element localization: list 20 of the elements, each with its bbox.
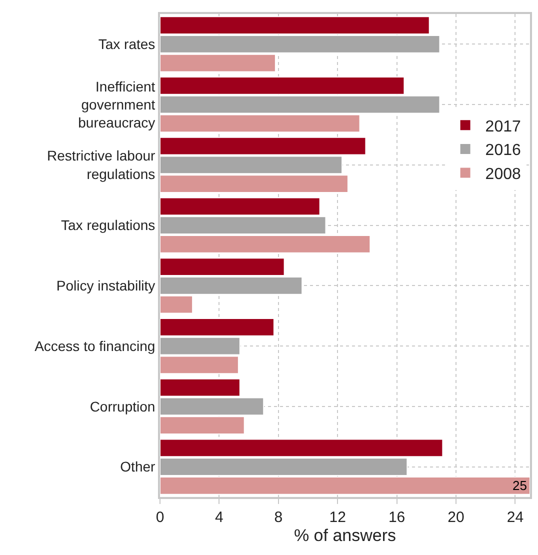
x-tick-label: 16 [388,509,406,526]
x-tick-label: 12 [329,509,346,526]
data-label: 25 [512,478,527,494]
y-tick-label: Access to financing [34,338,156,354]
y-tick-label: Other [120,458,156,475]
legend-label: 2008 [485,166,521,183]
x-tick-label: 24 [506,509,524,526]
x-tick-label: 20 [448,509,464,526]
y-tick-label: Restrictive labour regulations [47,148,156,182]
x-tick-label: 4 [215,509,224,526]
y-tick-label: Tax rates [98,36,156,52]
y-tick-label: Policy instability [56,278,156,294]
legend-label: 2016 [485,142,521,160]
y-tick-label: Tax regulations [61,217,156,234]
x-tick-label: 0 [156,509,164,526]
y-tick-label: Inefficient government bureaucracy [78,78,156,131]
x-axis-title: % of answers [294,526,396,545]
legend-label: 2017 [485,118,521,136]
x-tick-label: 8 [274,509,283,526]
y-tick-label: Corruption [90,398,156,414]
